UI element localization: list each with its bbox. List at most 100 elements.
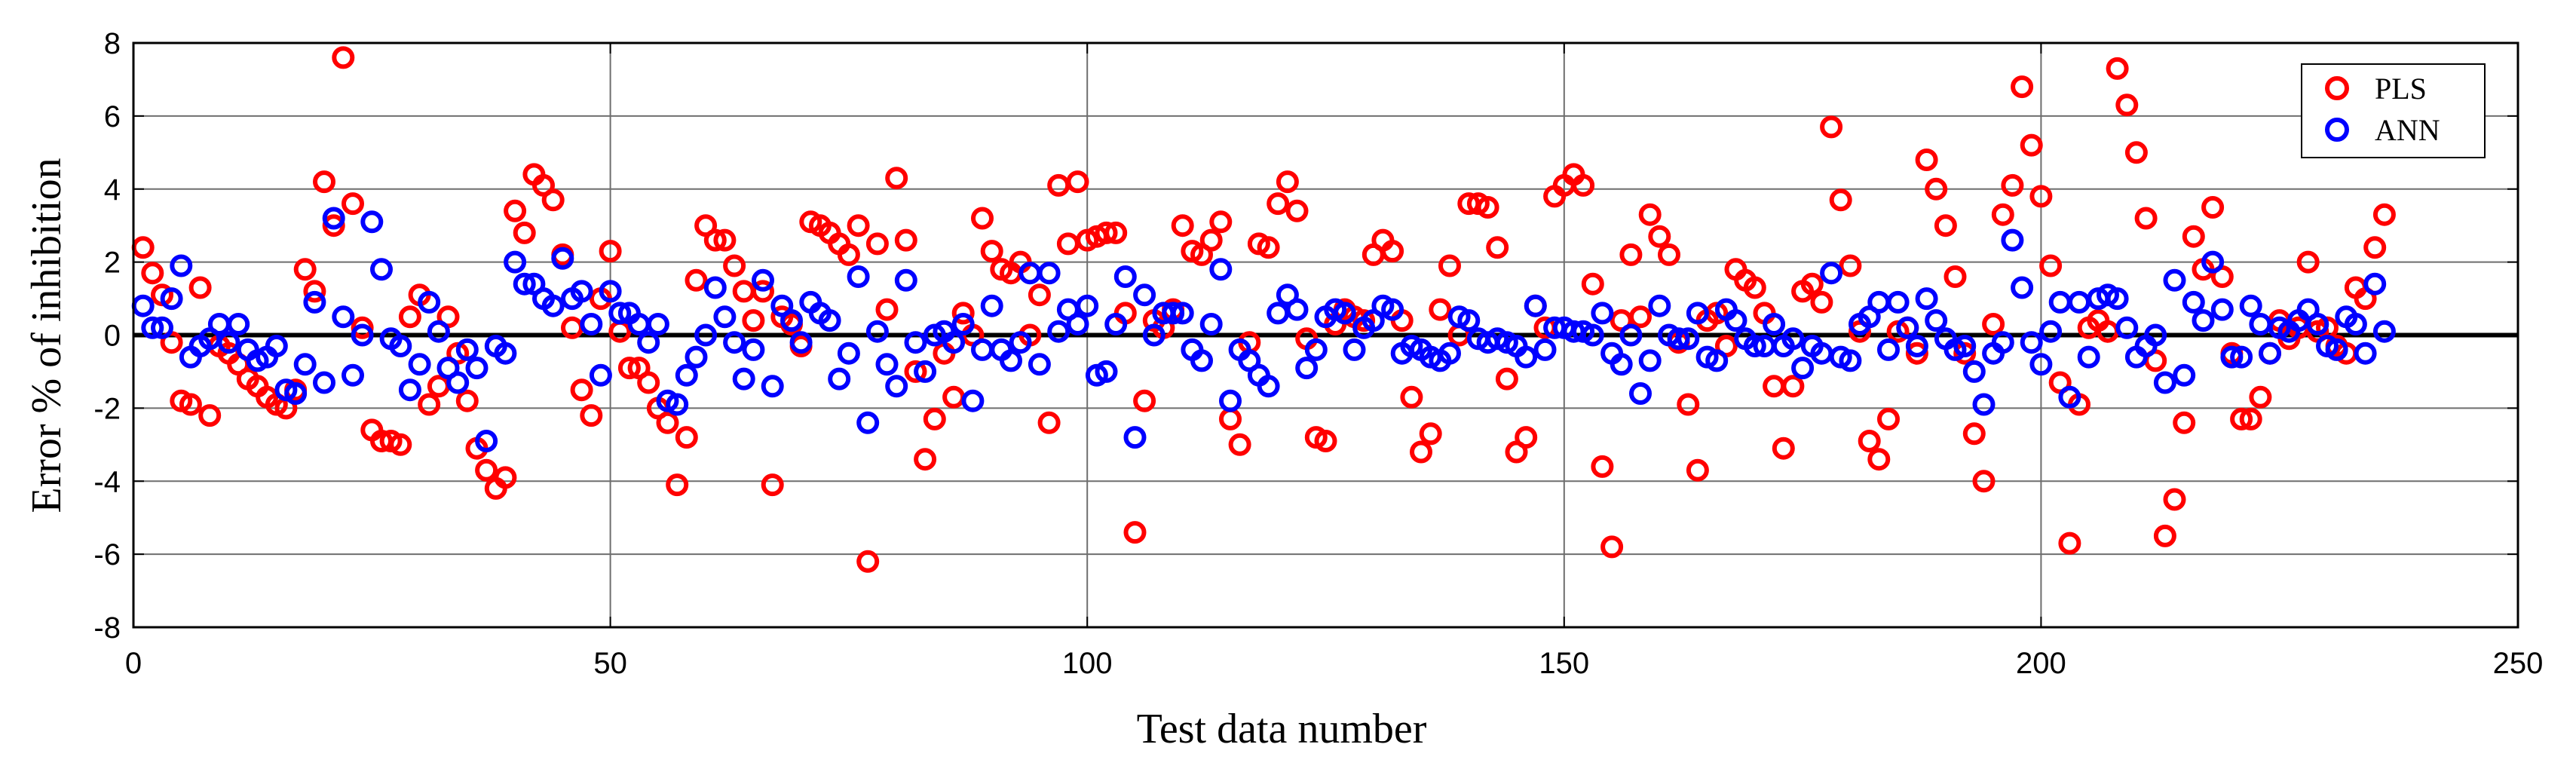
point-pls (1028, 283, 1051, 307)
point-pls (1972, 470, 1996, 493)
point-pls (389, 433, 412, 456)
point-pls (1991, 203, 2014, 226)
point-ann (322, 207, 345, 230)
point-ann (293, 353, 317, 376)
point-pls (1228, 433, 1251, 456)
point-ann (2325, 338, 2348, 361)
point-pls (599, 240, 622, 263)
point-ann (951, 313, 975, 335)
point-pls (1820, 115, 1843, 139)
point-pls (2230, 407, 2253, 430)
point-pls (1772, 437, 1795, 460)
point-ann (1619, 323, 1643, 347)
point-ann (694, 323, 718, 347)
point-ann (1066, 313, 1089, 335)
point-ann (742, 338, 765, 361)
point-ann (1257, 375, 1280, 398)
y-tick-label: -2 (93, 392, 121, 425)
point-pls (894, 228, 917, 252)
point-pls (637, 371, 660, 394)
point-ann (1533, 338, 1557, 361)
point-ann (418, 290, 441, 314)
point-pls (2011, 75, 2034, 99)
point-ann (723, 331, 746, 354)
point-ann (780, 309, 803, 332)
point-pls (1619, 243, 1643, 266)
point-ann (217, 331, 240, 354)
point-ann (2372, 320, 2396, 343)
point-ann (1925, 309, 1948, 332)
point-pls (1600, 535, 1624, 559)
point-pls (1095, 221, 1118, 244)
point-ann (599, 280, 622, 303)
point-pls (1638, 203, 1662, 226)
point-ann (541, 294, 565, 317)
point-ann (1515, 345, 1538, 369)
point-pls (1839, 254, 1862, 277)
x-tick-label: 150 (1539, 647, 1589, 680)
point-pls (1257, 236, 1280, 259)
point-ann (2259, 342, 2281, 365)
point-ann (1047, 320, 1071, 343)
point-pls (1419, 422, 1442, 446)
y-axis-title: Error % of inhibition (23, 158, 70, 513)
point-ann (2144, 323, 2167, 347)
point-ann (141, 316, 164, 339)
point-pls (1781, 375, 1805, 398)
point-ann (942, 331, 966, 354)
point-pls (1829, 188, 1852, 212)
point-ann (1896, 316, 1919, 339)
point-pls (2249, 385, 2272, 409)
point-ann (1991, 331, 2014, 354)
point-ann (2153, 371, 2176, 394)
point-ann (2354, 342, 2377, 365)
point-ann (2192, 309, 2215, 332)
x-axis-title: Test data number (1137, 706, 1427, 752)
point-ann (1190, 349, 1213, 372)
point-pls (971, 207, 994, 230)
point-ann (894, 268, 917, 292)
point-ann (2029, 353, 2053, 376)
point-pls (1276, 170, 1299, 194)
point-pls (847, 214, 870, 237)
point-pls (475, 458, 498, 482)
point-ann (1686, 302, 1709, 325)
point-ann (1791, 357, 1815, 380)
point-ann (342, 363, 364, 387)
point-ann (389, 335, 412, 357)
point-pls (703, 228, 727, 252)
point-ann (2173, 363, 2196, 387)
point-ann (1199, 313, 1223, 335)
point-pls (713, 228, 737, 252)
point-pls (1037, 411, 1061, 434)
point-pls (504, 199, 527, 222)
point-ann (1781, 327, 1805, 351)
point-ann (284, 382, 308, 405)
point-ann (2182, 290, 2205, 314)
point-pls (742, 309, 765, 332)
point-pls (2134, 207, 2158, 230)
point-ann (818, 309, 841, 332)
point-ann (837, 342, 860, 365)
point-ann (2201, 250, 2225, 274)
point-ann (332, 305, 355, 329)
y-tick-label: 6 (104, 100, 121, 133)
point-pls (1686, 458, 1709, 482)
point-pls (455, 389, 479, 412)
point-pls (752, 280, 774, 303)
point-ann (2239, 294, 2262, 317)
point-ann (351, 323, 374, 347)
point-pls (617, 357, 641, 380)
point-pls (2239, 407, 2262, 430)
point-pls (570, 378, 593, 402)
point-pls (1267, 192, 1290, 216)
point-ann (1705, 349, 1729, 372)
point-ann (580, 313, 603, 335)
point-ann (904, 331, 927, 354)
point-pls (1438, 254, 1461, 277)
point-pls (303, 280, 326, 303)
point-ann (427, 320, 450, 343)
x-tick-label: 50 (593, 647, 627, 680)
point-ann (914, 360, 937, 383)
point-pls (856, 550, 880, 573)
